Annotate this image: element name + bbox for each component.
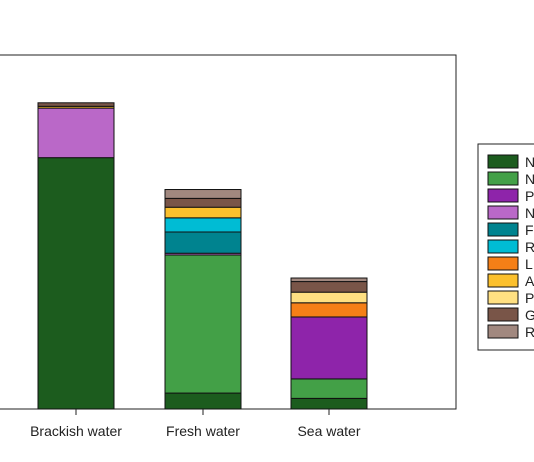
bar-segment-2-6 (164, 217, 242, 233)
bar-segment-3-9 (290, 291, 368, 304)
bar-segment-2-8 (164, 206, 242, 219)
bar-segment-3-7 (290, 302, 368, 318)
bar-segment-1-1 (37, 157, 115, 410)
legend-label: N (525, 171, 534, 187)
legend-swatch (487, 290, 519, 305)
bar-segment-3-11 (290, 277, 368, 283)
bar-segment-3-1 (290, 397, 368, 410)
bar-segment-3-2 (290, 378, 368, 399)
legend-swatch (487, 256, 519, 271)
legend-swatch (487, 239, 519, 254)
legend-swatch (487, 324, 519, 339)
bar-segment-2-5 (164, 231, 242, 254)
legend-label: L (525, 256, 533, 272)
legend-swatch (487, 273, 519, 288)
legend-swatch (487, 154, 519, 169)
legend-swatch (487, 222, 519, 237)
legend-label: G (525, 307, 534, 323)
x-tick-label: Sea water (297, 423, 360, 439)
legend-swatch (487, 188, 519, 203)
legend-label: P (525, 290, 534, 306)
x-axis-ticks: Brackish water Fresh water Sea water (30, 409, 361, 439)
legend-swatch (487, 307, 519, 322)
legend-swatch (487, 205, 519, 220)
legend-label: N (525, 205, 534, 221)
legend-label: F (525, 222, 534, 238)
bar-segment-1-4 (37, 107, 115, 159)
legend-label: R (525, 324, 534, 340)
bars-group (37, 102, 368, 410)
bar-segment-3-3 (290, 316, 368, 380)
bar-segment-2-1 (164, 392, 242, 410)
legend-label: P (525, 188, 534, 204)
legend-label: N (525, 154, 534, 170)
x-tick-label: Brackish water (30, 423, 122, 439)
bar-segment-2-10 (164, 197, 242, 208)
legend-swatch (487, 171, 519, 186)
legend-label: A (525, 273, 534, 289)
bar-segment-2-2 (164, 254, 242, 394)
legend-label: R (525, 239, 534, 255)
bar-segment-2-11 (164, 189, 242, 199)
bar-segment-3-10 (290, 281, 368, 293)
x-tick-label: Fresh water (166, 423, 240, 439)
bar-segment-1-10 (37, 102, 115, 107)
